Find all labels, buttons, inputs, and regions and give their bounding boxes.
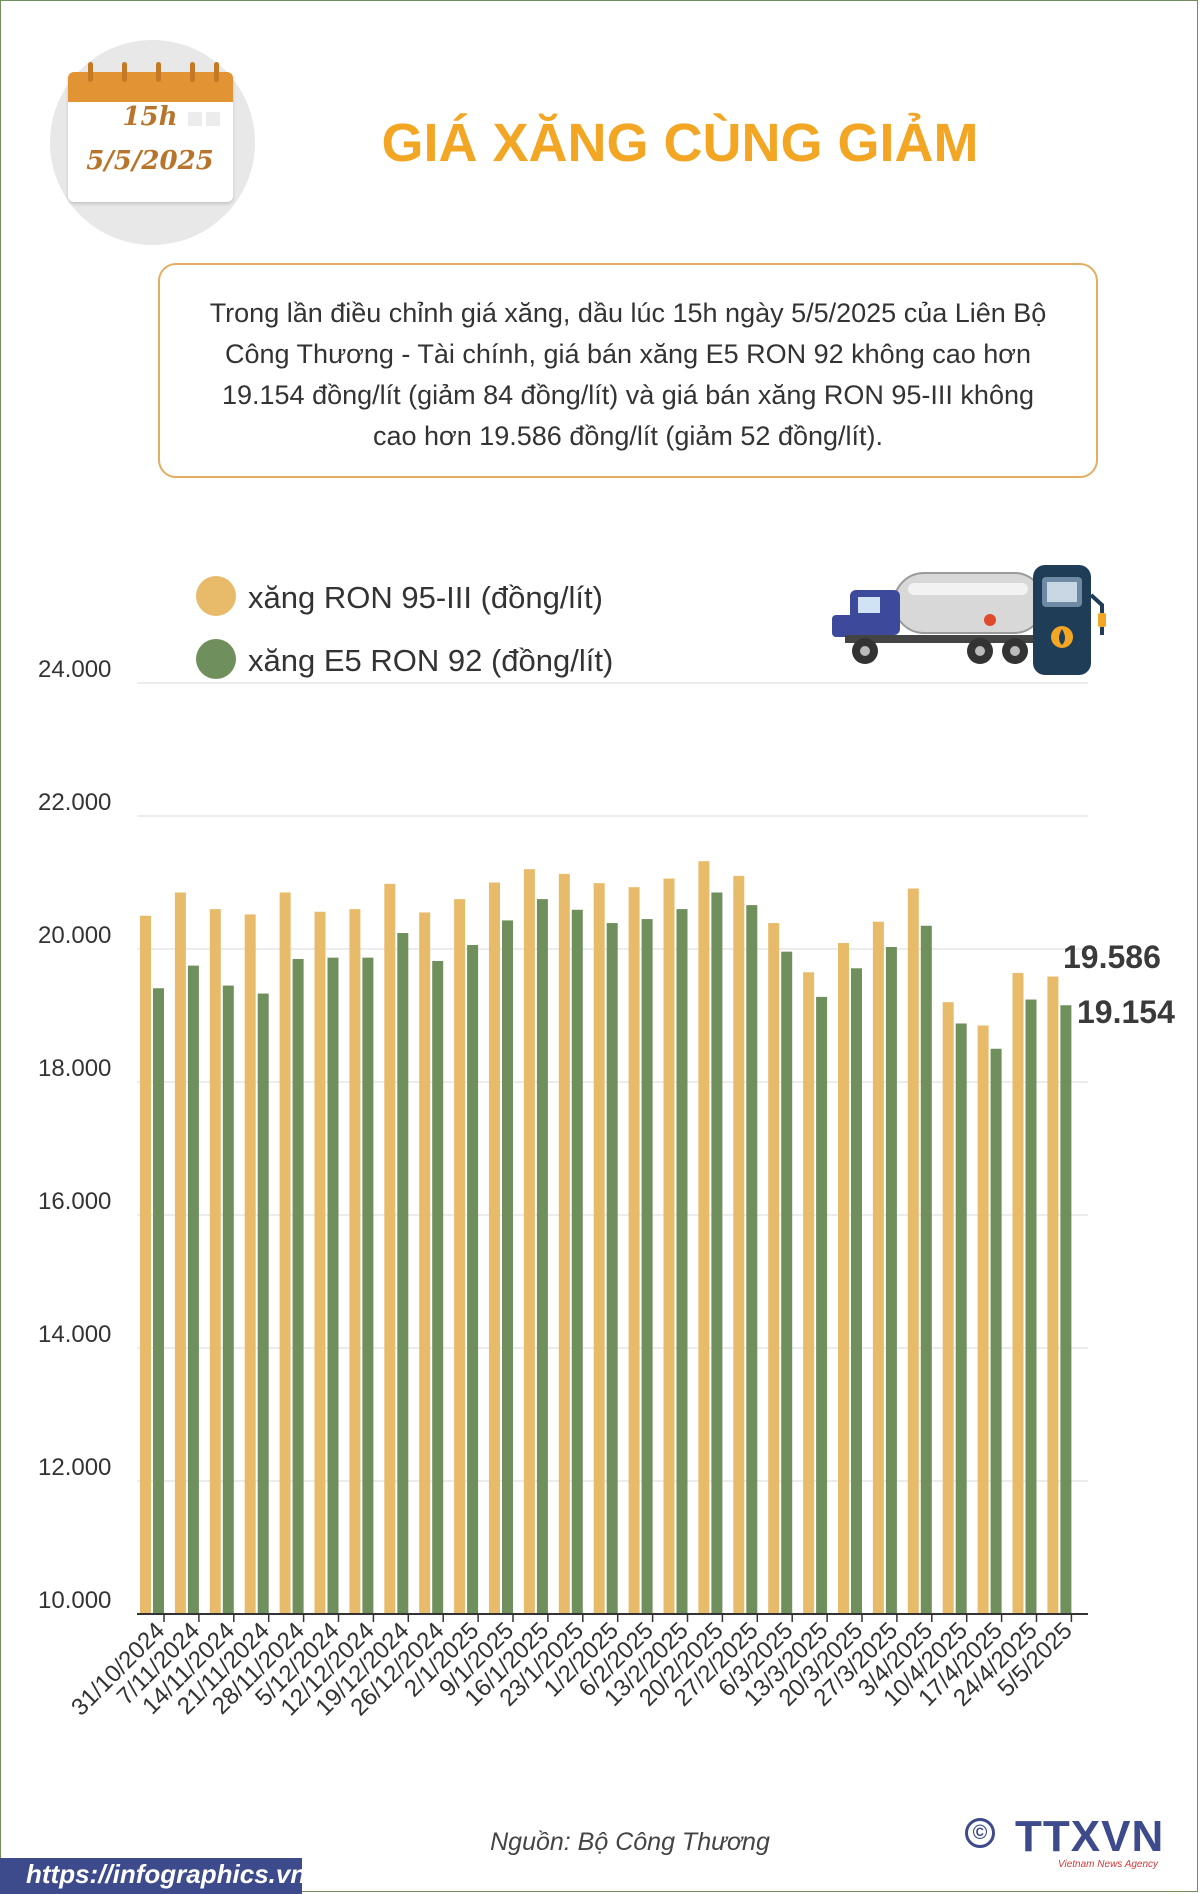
bar-ron95	[768, 923, 780, 1614]
y-axis-ticks: 10.000 12.000 14.000 16.000 18.000 20.000 22.0…	[38, 656, 111, 1614]
badge-time: 15h	[122, 102, 178, 132]
bar-ron95	[942, 1002, 954, 1614]
bar-ron95	[1012, 972, 1024, 1614]
y-tick-label: 22.000	[38, 789, 111, 816]
y-tick-label: 14.000	[38, 1321, 111, 1348]
bar-ron95	[977, 1025, 989, 1614]
bar-e5	[990, 1048, 1002, 1614]
bar-ron95	[349, 909, 361, 1614]
bar-ron95	[244, 914, 256, 1614]
bar-ron95	[523, 869, 535, 1614]
legend-swatch-ron95	[196, 576, 236, 616]
bar-ron95	[174, 892, 186, 1614]
bar-e5	[502, 920, 513, 1614]
bar-ron95	[907, 888, 919, 1614]
bar-ron95	[663, 878, 675, 1614]
x-axis-ticks: 31/10/20247/11/202414/11/202421/11/20242…	[66, 1614, 1078, 1721]
page-title: GIÁ XĂNG CÙNG GIẢM	[381, 113, 979, 173]
bar-e5	[851, 968, 862, 1614]
bar-e5	[816, 996, 828, 1614]
ttxvn-logo-subtitle: Vietnam News Agency	[1058, 1859, 1159, 1870]
bar-e5	[885, 947, 897, 1614]
bar-ron95	[419, 912, 431, 1614]
bar-e5	[1025, 999, 1037, 1614]
bar-ron95	[140, 915, 151, 1614]
bar-ron95	[838, 943, 849, 1614]
y-tick-label: 20.000	[38, 922, 111, 949]
calendar-cell	[206, 112, 220, 126]
bar-ron95	[872, 921, 884, 1614]
bar-ron95	[628, 887, 640, 1614]
calendar-header	[68, 72, 233, 102]
legend-swatch-e5	[196, 639, 236, 679]
bar-e5	[327, 957, 339, 1614]
footer-url-link[interactable]: https://infographics.vn	[26, 1859, 307, 1889]
badge-date: 5/5/2025	[86, 146, 214, 176]
description-box: Trong lần điều chỉnh giá xăng, dầu lúc 1…	[158, 263, 1098, 478]
bar-e5	[362, 957, 374, 1614]
bar-ron95	[1047, 976, 1059, 1614]
bar-e5	[606, 923, 618, 1614]
y-tick-label: 24.000	[38, 656, 111, 683]
bar-e5	[781, 951, 793, 1614]
footer-bar	[0, 1858, 302, 1894]
bar-e5	[641, 919, 653, 1614]
bar-e5	[1060, 1005, 1072, 1614]
end-label-e5: 19.154	[1077, 994, 1175, 1030]
bar-ron95	[314, 911, 326, 1614]
bar-ron95	[489, 882, 500, 1614]
bar-e5	[292, 958, 304, 1614]
price-bar-chart: 10.000 12.000 14.000 16.000 18.000 20.000 22.0…	[38, 656, 1175, 1721]
calendar-ring	[156, 62, 161, 82]
bar-ron95	[454, 899, 466, 1614]
y-tick-label: 10.000	[38, 1587, 111, 1614]
bar-ron95	[733, 875, 745, 1614]
source-note: Nguồn: Bộ Công Thương	[490, 1828, 770, 1856]
ttxvn-logo: TTXVN	[1015, 1812, 1165, 1861]
y-tick-label: 18.000	[38, 1055, 111, 1082]
bar-e5	[676, 909, 688, 1614]
bar-e5	[222, 985, 234, 1614]
calendar-cell	[188, 112, 202, 126]
bar-ron95	[209, 909, 221, 1614]
y-tick-label: 16.000	[38, 1188, 111, 1215]
bar-e5	[571, 909, 583, 1614]
bar-e5	[187, 965, 199, 1614]
bar-e5	[920, 925, 932, 1614]
bar-ron95	[384, 883, 396, 1614]
bar-ron95	[593, 883, 605, 1614]
legend-label-e5: xăng E5 RON 92 (đồng/lít)	[248, 643, 614, 678]
bars	[140, 861, 1072, 1614]
bar-e5	[397, 933, 409, 1614]
copyright-icon: ©	[965, 1818, 995, 1848]
bar-ron95	[279, 892, 291, 1614]
fuel-truck-icon	[832, 572, 1045, 664]
bar-e5	[432, 960, 444, 1614]
legend-label-ron95: xăng RON 95-III (đồng/lít)	[248, 580, 603, 615]
y-tick-label: 12.000	[38, 1454, 111, 1481]
calendar-ring	[190, 62, 195, 82]
bar-e5	[955, 1023, 967, 1614]
bar-e5	[536, 899, 548, 1614]
fuel-truck-pump-illustration	[832, 565, 1106, 675]
bar-ron95	[698, 861, 710, 1614]
bar-e5	[153, 988, 164, 1614]
end-label-ron95: 19.586	[1063, 939, 1161, 975]
fuel-pump-icon	[1033, 565, 1106, 675]
bar-e5	[711, 892, 723, 1614]
bar-e5	[257, 993, 269, 1614]
bar-ron95	[803, 972, 815, 1614]
calendar-ring	[214, 62, 219, 82]
calendar-ring	[88, 62, 93, 82]
calendar-ring	[122, 62, 127, 82]
description-text: Trong lần điều chỉnh giá xăng, dầu lúc 1…	[209, 298, 1047, 451]
bar-ron95	[558, 873, 570, 1614]
bar-e5	[746, 905, 758, 1614]
bar-e5	[467, 945, 479, 1614]
